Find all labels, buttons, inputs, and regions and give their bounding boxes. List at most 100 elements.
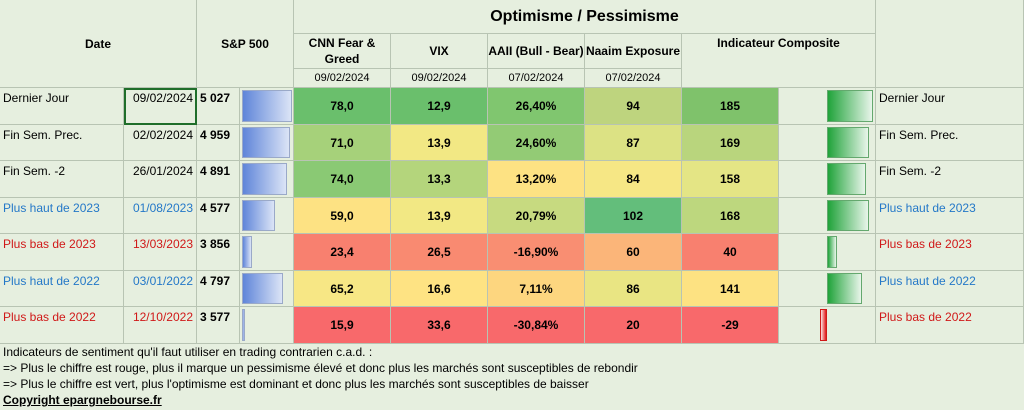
composite-value[interactable]: 158	[682, 161, 779, 198]
cnn-value[interactable]: 65,2	[294, 271, 391, 307]
naaim-value[interactable]: 20	[585, 307, 682, 344]
header-aaii[interactable]: AAII (Bull - Bear)	[488, 34, 585, 69]
aaii-value[interactable]: 26,40%	[488, 88, 585, 125]
cnn-value[interactable]: 71,0	[294, 125, 391, 161]
composite-value[interactable]: 168	[682, 198, 779, 234]
row-label[interactable]: Dernier Jour	[0, 88, 124, 125]
row-label-right[interactable]: Dernier Jour	[876, 88, 1024, 125]
composite-databar	[820, 309, 827, 341]
composite-databar	[827, 127, 869, 158]
composite-value[interactable]: 141	[682, 271, 779, 307]
sp500-value[interactable]: 4 797	[197, 271, 240, 307]
sp500-bar-cell[interactable]	[240, 161, 294, 198]
sp500-value[interactable]: 4 577	[197, 198, 240, 234]
sp500-bar-cell[interactable]	[240, 307, 294, 344]
header-sp500[interactable]: S&P 500	[197, 0, 294, 88]
date-cnn[interactable]: 09/02/2024	[294, 69, 391, 88]
composite-bar-cell[interactable]	[779, 198, 876, 234]
header-vix[interactable]: VIX	[391, 34, 488, 69]
cnn-value[interactable]: 23,4	[294, 234, 391, 271]
naaim-value[interactable]: 102	[585, 198, 682, 234]
composite-value[interactable]: 185	[682, 88, 779, 125]
sp500-value[interactable]: 3 577	[197, 307, 240, 344]
header-cnn[interactable]: CNN Fear & Greed	[294, 34, 391, 69]
sp500-bar-cell[interactable]	[240, 271, 294, 307]
row-label[interactable]: Plus bas de 2022	[0, 307, 124, 344]
row-label[interactable]: Fin Sem. -2	[0, 161, 124, 198]
date-vix[interactable]: 09/02/2024	[391, 69, 488, 88]
sp500-bar-cell[interactable]	[240, 198, 294, 234]
aaii-value[interactable]: 20,79%	[488, 198, 585, 234]
sp500-bar-cell[interactable]	[240, 234, 294, 271]
sp500-databar	[242, 127, 290, 158]
composite-bar-cell[interactable]	[779, 234, 876, 271]
sp500-bar-cell[interactable]	[240, 88, 294, 125]
note-line: => Plus le chiffre est rouge, plus il ma…	[3, 361, 638, 375]
date-aaii[interactable]: 07/02/2024	[488, 69, 585, 88]
header-date[interactable]: Date	[0, 0, 197, 88]
composite-bar-cell[interactable]	[779, 125, 876, 161]
row-date[interactable]: 12/10/2022	[124, 307, 197, 344]
vix-value[interactable]: 12,9	[391, 88, 488, 125]
naaim-value[interactable]: 86	[585, 271, 682, 307]
sp500-value[interactable]: 4 891	[197, 161, 240, 198]
naaim-value[interactable]: 94	[585, 88, 682, 125]
vix-value[interactable]: 33,6	[391, 307, 488, 344]
row-label-right[interactable]: Plus bas de 2022	[876, 307, 1024, 344]
date-naaim[interactable]: 07/02/2024	[585, 69, 682, 88]
composite-value[interactable]: 169	[682, 125, 779, 161]
sp500-value[interactable]: 5 027	[197, 88, 240, 125]
composite-bar-cell[interactable]	[779, 271, 876, 307]
row-label[interactable]: Fin Sem. Prec.	[0, 125, 124, 161]
sp500-bar-cell[interactable]	[240, 125, 294, 161]
vix-value[interactable]: 13,3	[391, 161, 488, 198]
composite-value[interactable]: 40	[682, 234, 779, 271]
naaim-value[interactable]: 84	[585, 161, 682, 198]
composite-value[interactable]: -29	[682, 307, 779, 344]
row-date[interactable]: 13/03/2023	[124, 234, 197, 271]
composite-databar	[827, 273, 862, 304]
vix-value[interactable]: 13,9	[391, 125, 488, 161]
cnn-value[interactable]: 59,0	[294, 198, 391, 234]
vix-value[interactable]: 13,9	[391, 198, 488, 234]
vix-value[interactable]: 16,6	[391, 271, 488, 307]
row-label-right[interactable]: Fin Sem. -2	[876, 161, 1024, 198]
naaim-value[interactable]: 87	[585, 125, 682, 161]
sp500-databar	[242, 236, 252, 268]
composite-bar-cell[interactable]	[779, 161, 876, 198]
vix-value[interactable]: 26,5	[391, 234, 488, 271]
header-naaim[interactable]: Naaim Exposure	[585, 34, 682, 69]
sp500-value[interactable]: 4 959	[197, 125, 240, 161]
row-label-right[interactable]: Plus haut de 2022	[876, 271, 1024, 307]
sp500-value[interactable]: 3 856	[197, 234, 240, 271]
header-group-title[interactable]: Optimisme / Pessimisme	[294, 0, 876, 34]
row-date[interactable]: 26/01/2024	[124, 161, 197, 198]
aaii-value[interactable]: 24,60%	[488, 125, 585, 161]
header-composite[interactable]: Indicateur Composite	[682, 34, 876, 88]
row-date[interactable]: 02/02/2024	[124, 125, 197, 161]
aaii-value[interactable]: 13,20%	[488, 161, 585, 198]
cnn-value[interactable]: 78,0	[294, 88, 391, 125]
row-label-right[interactable]: Plus haut de 2023	[876, 198, 1024, 234]
composite-databar	[827, 90, 873, 122]
cnn-value[interactable]: 15,9	[294, 307, 391, 344]
composite-bar-cell[interactable]	[779, 88, 876, 125]
row-date[interactable]: 03/01/2022	[124, 271, 197, 307]
row-label-right[interactable]: Fin Sem. Prec.	[876, 125, 1024, 161]
row-label-right[interactable]: Plus bas de 2023	[876, 234, 1024, 271]
row-label[interactable]: Plus haut de 2023	[0, 198, 124, 234]
copyright-text: Copyright epargnebourse.fr	[3, 393, 162, 407]
aaii-value[interactable]: 7,11%	[488, 271, 585, 307]
naaim-value[interactable]: 60	[585, 234, 682, 271]
sp500-databar	[242, 200, 275, 231]
cnn-value[interactable]: 74,0	[294, 161, 391, 198]
note-line: Indicateurs de sentiment qu'il faut util…	[3, 345, 373, 359]
row-label[interactable]: Plus bas de 2023	[0, 234, 124, 271]
row-label[interactable]: Plus haut de 2022	[0, 271, 124, 307]
aaii-value[interactable]: -30,84%	[488, 307, 585, 344]
row-date[interactable]: 01/08/2023	[124, 198, 197, 234]
composite-bar-cell[interactable]	[779, 307, 876, 344]
row-date[interactable]: 09/02/2024	[124, 88, 197, 125]
aaii-value[interactable]: -16,90%	[488, 234, 585, 271]
